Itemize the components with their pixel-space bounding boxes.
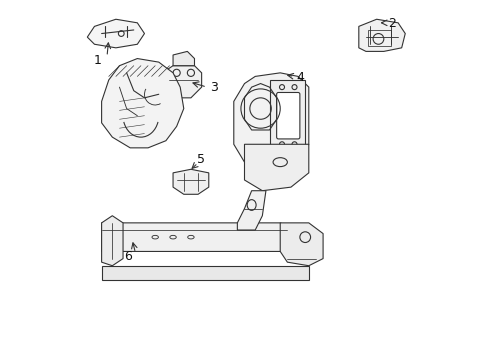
Polygon shape <box>102 59 183 148</box>
Text: 1: 1 <box>94 54 102 67</box>
Text: 6: 6 <box>124 250 132 263</box>
Polygon shape <box>173 51 194 66</box>
FancyBboxPatch shape <box>276 93 299 139</box>
Polygon shape <box>102 223 298 251</box>
Polygon shape <box>237 191 265 230</box>
Text: 5: 5 <box>196 153 204 166</box>
Polygon shape <box>87 19 144 48</box>
Text: 4: 4 <box>295 71 303 84</box>
Polygon shape <box>280 223 323 266</box>
Text: 3: 3 <box>210 81 218 94</box>
Polygon shape <box>358 19 405 51</box>
Polygon shape <box>102 216 123 266</box>
Polygon shape <box>244 144 308 191</box>
Polygon shape <box>162 66 201 98</box>
Polygon shape <box>102 266 308 280</box>
Polygon shape <box>233 73 308 173</box>
Polygon shape <box>269 80 305 152</box>
Polygon shape <box>173 169 208 194</box>
Text: 2: 2 <box>387 17 395 30</box>
